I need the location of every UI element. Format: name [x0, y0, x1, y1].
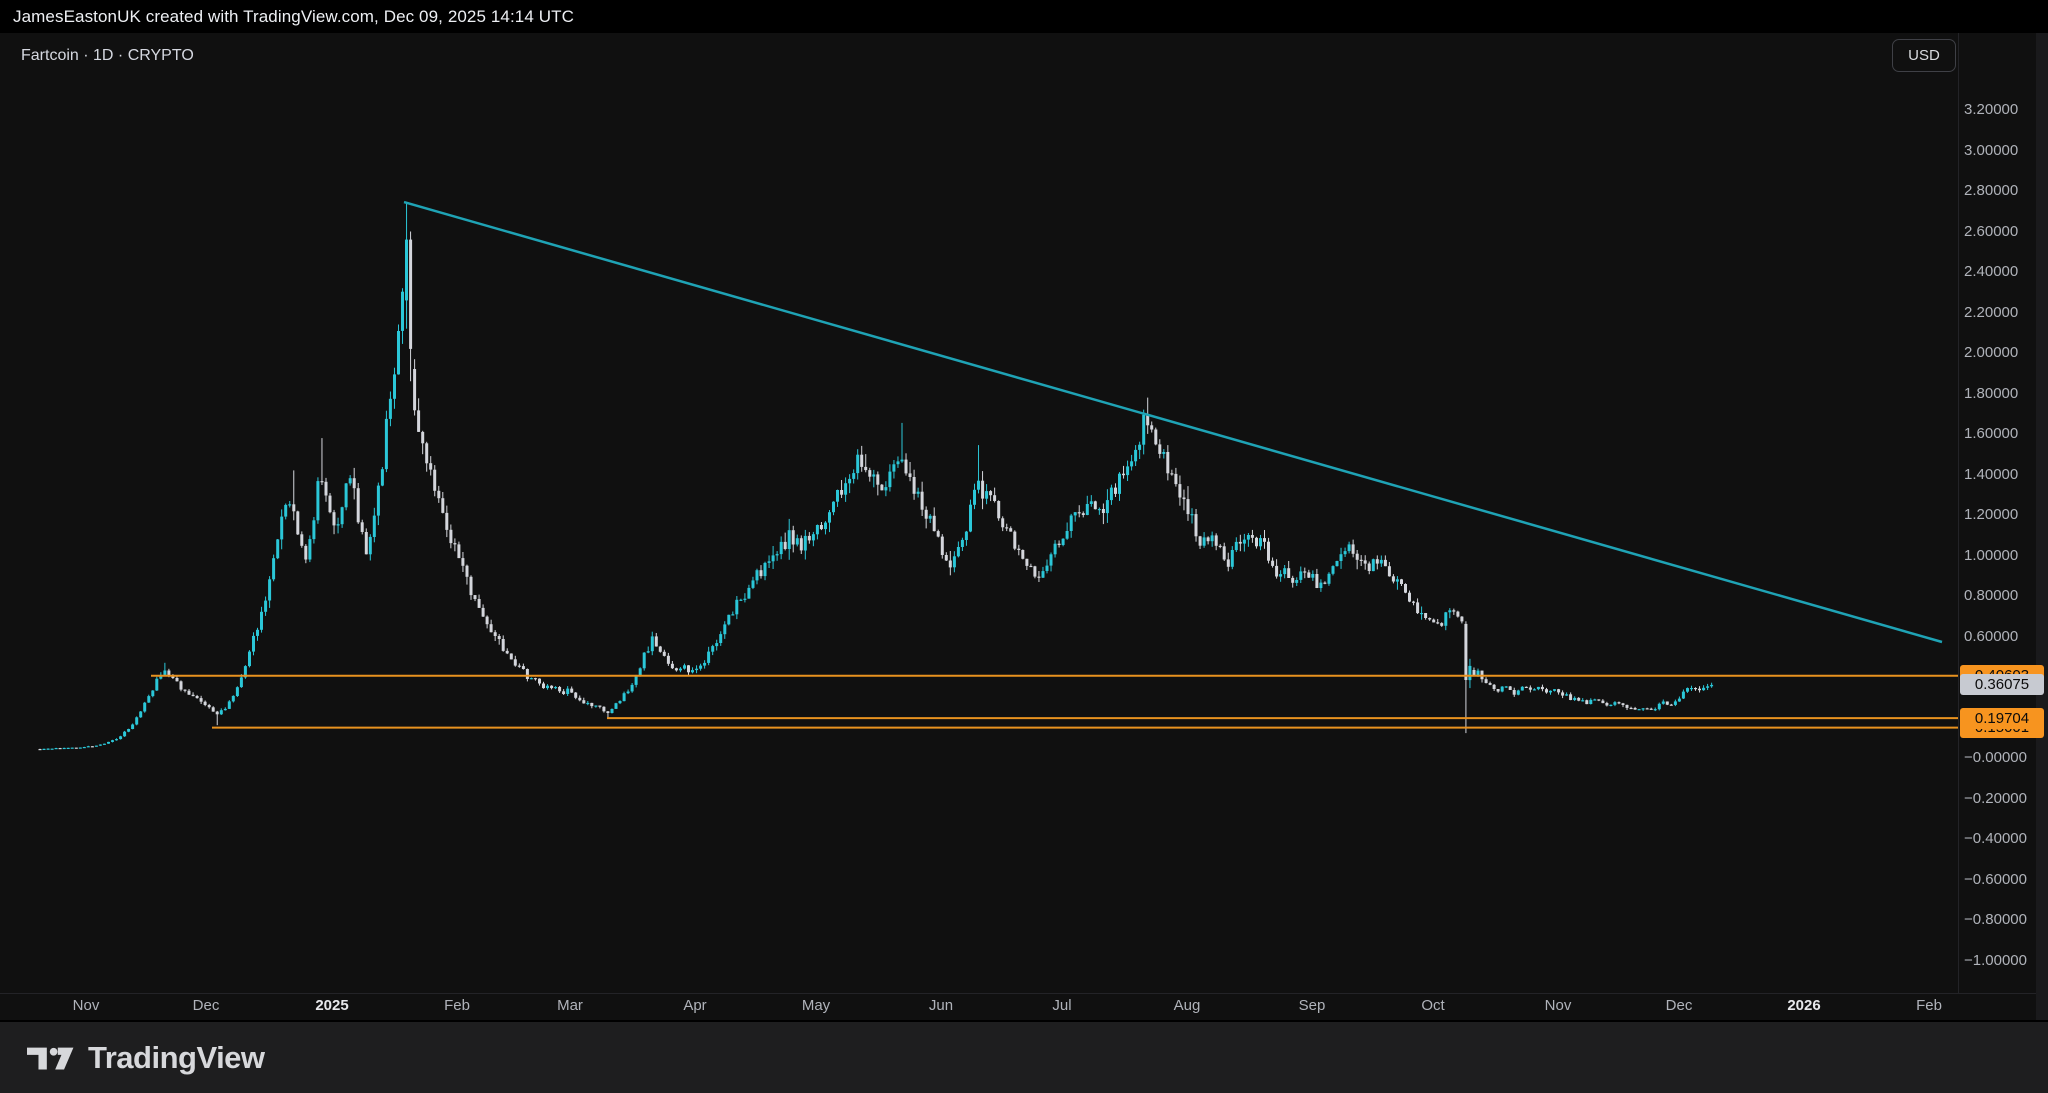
x-tick-label: Feb: [444, 997, 470, 1014]
right-gutter: [2036, 33, 2048, 1020]
price-scale-separator: [1958, 33, 1959, 993]
y-tick-label: −0.60000: [1964, 870, 2027, 888]
x-tick-label: Dec: [1665, 997, 1693, 1014]
y-tick-label: −0.40000: [1964, 830, 2027, 847]
y-tick-label: 1.20000: [1964, 506, 2019, 523]
footer-bar: [0, 1020, 2048, 1093]
y-tick-label: 2.80000: [1964, 182, 2019, 199]
x-tick-label: Nov: [72, 997, 100, 1014]
y-tick-label: −0.00000: [1964, 749, 2027, 766]
y-tick-label: 1.60000: [1964, 425, 2019, 442]
y-tick-label: 2.40000: [1964, 263, 2019, 280]
x-tick-label: Sep: [1298, 997, 1326, 1014]
y-tick-label: 1.80000: [1964, 384, 2019, 402]
symbol-title[interactable]: Fartcoin · 1D · CRYPTO: [21, 47, 194, 64]
y-tick-label: 0.80000: [1964, 587, 2019, 604]
x-tick-label: Mar: [557, 997, 583, 1014]
y-tick-label: −0.20000: [1964, 789, 2027, 807]
time-scale-separator: [0, 993, 2036, 994]
trendline[interactable]: [403, 200, 1943, 644]
attribution-text: JamesEastonUK created with TradingView.c…: [13, 7, 574, 26]
x-tick-label: Dec: [192, 997, 220, 1014]
time-scale[interactable]: Nov Dec 2025 Feb Mar Apr May Jun Jul Aug Sep Oct Nov…: [0, 997, 2048, 1019]
y-tick-label: 3.00000: [1964, 141, 2019, 159]
x-tick-label: Nov: [1544, 997, 1572, 1014]
y-tick-label: 1.40000: [1964, 465, 2019, 483]
tradingview-logo-icon: [27, 1047, 74, 1070]
x-tick-label: Aug: [1173, 997, 1201, 1014]
y-tick-label: 3.20000: [1964, 101, 2019, 118]
tradingview-logo[interactable]: TradingView: [27, 1040, 265, 1076]
y-tick-label: 2.60000: [1964, 222, 2019, 240]
x-tick-label: May: [801, 997, 831, 1014]
y-tick-label: −0.80000: [1964, 911, 2027, 928]
x-tick-label: 2025: [315, 997, 349, 1014]
price-label-0.36075: 0.36075: [1960, 674, 2044, 696]
attribution-bar: JamesEastonUK created with TradingView.c…: [0, 0, 2048, 33]
x-tick-label: Feb: [1916, 997, 1942, 1014]
tradingview-logo-text: TradingView: [88, 1040, 265, 1075]
x-tick-label: Jun: [928, 997, 954, 1014]
x-tick-label: Apr: [683, 997, 707, 1014]
chart-widget-background: [0, 33, 2048, 1020]
y-tick-label: 0.60000: [1964, 627, 2019, 645]
y-tick-label: 2.20000: [1964, 303, 2019, 321]
x-tick-label: 2026: [1787, 997, 1821, 1014]
y-tick-label: 1.00000: [1964, 546, 2019, 564]
price-label-0.19704: 0.19704: [1960, 707, 2044, 729]
x-tick-label: Jul: [1052, 997, 1072, 1014]
y-tick-label: 2.00000: [1964, 344, 2019, 361]
x-tick-label: Oct: [1421, 997, 1445, 1014]
y-tick-label: −1.00000: [1964, 951, 2027, 969]
price-scale[interactable]: 3.20000 3.00000 2.80000 2.60000 2.40000 2.200…: [0, 0, 2048, 1020]
currency-button[interactable]: USD: [1892, 39, 1956, 72]
candles-layer: [38, 202, 1714, 751]
